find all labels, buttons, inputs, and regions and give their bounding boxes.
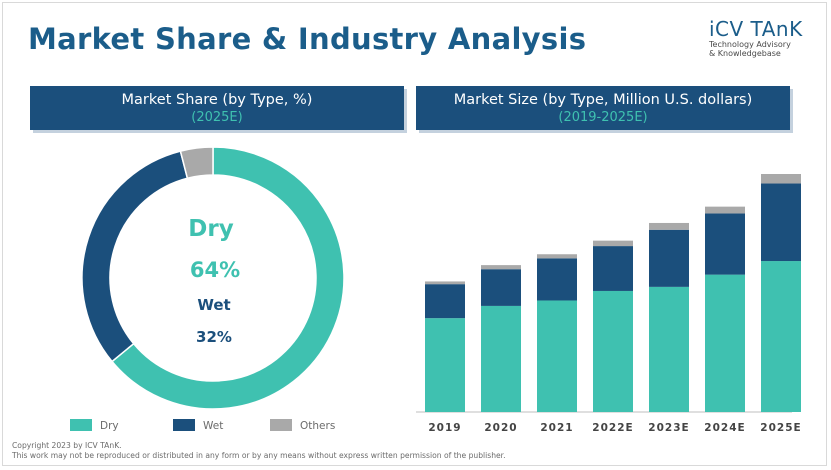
disclaimer-line: This work may not be reproduced or distr… [12, 451, 506, 460]
logo-name: iCV TAnK [709, 17, 803, 41]
x-tick-2021: 2021 [540, 422, 573, 434]
bar-chart: 2019 2020 2021 2022E 2023E 2024E 2025E [425, 174, 801, 434]
bar-wet-2020 [481, 269, 521, 306]
bar-wet-2019 [425, 284, 465, 319]
donut-center-labels: Dry 64% Wet 32% [188, 216, 240, 346]
legend-swatch-wet [173, 419, 195, 431]
chart-legend: Dry Wet Others [70, 419, 335, 432]
market-share-subheading: (2025E) [191, 110, 243, 125]
legend-label-wet: Wet [203, 420, 223, 432]
bar-others-2020 [481, 265, 521, 270]
bar-wet-2023e [649, 229, 689, 287]
bar-dry-2023e [649, 286, 689, 412]
copyright-line: Copyright 2023 by ICV TAnK. [12, 441, 122, 450]
donut-value-dry: 64% [190, 258, 240, 282]
x-tick-2019: 2019 [428, 422, 461, 434]
market-share-header: Market Share (by Type, %) (2025E) [30, 86, 404, 130]
legend-swatch-others [270, 419, 292, 431]
bar-dry-2025e [761, 261, 801, 412]
x-tick-2025e: 2025E [760, 422, 801, 434]
bar-others-2024e [705, 206, 745, 214]
donut-label-dry: Dry [188, 216, 233, 242]
legend-label-dry: Dry [100, 420, 119, 432]
x-tick-2024e: 2024E [704, 422, 745, 434]
bar-others-2025e [761, 174, 801, 184]
bar-others-2021 [537, 254, 577, 259]
bar-others-2022e [593, 240, 633, 247]
x-tick-2023e: 2023E [648, 422, 689, 434]
donut-chart [81, 146, 345, 410]
bar-wet-2025e [761, 183, 801, 262]
market-share-heading: Market Share (by Type, %) [121, 92, 313, 108]
copyright-footer: Copyright 2023 by ICV TAnK. This work ma… [12, 441, 506, 461]
donut-slice-wet [81, 150, 189, 363]
page-title: Market Share & Industry Analysis [28, 22, 587, 56]
bar-dry-2021 [537, 300, 577, 412]
x-tick-2022e: 2022E [592, 422, 633, 434]
logo-tagline: Technology Advisory & Knowledgebase [709, 40, 791, 58]
bar-dry-2022e [593, 290, 633, 412]
bar-dry-2024e [705, 274, 745, 412]
market-size-heading: Market Size (by Type, Million U.S. dolla… [453, 92, 753, 108]
donut-slice-dry [111, 146, 345, 410]
donut-label-wet: Wet [197, 296, 230, 314]
bar-wet-2021 [537, 258, 577, 301]
donut-slice-others [179, 146, 214, 180]
bar-wet-2024e [705, 213, 745, 275]
bar-others-2023e [649, 222, 689, 230]
bar-dry-2020 [481, 305, 521, 412]
legend-label-others: Others [300, 420, 335, 432]
market-size-subheading: (2019-2025E) [558, 110, 648, 125]
bar-wet-2022e [593, 246, 633, 291]
x-tick-2020: 2020 [484, 422, 517, 434]
donut-value-wet: 32% [196, 328, 232, 346]
bar-others-2019 [425, 281, 465, 285]
market-size-header: Market Size (by Type, Million U.S. dolla… [416, 86, 790, 130]
bar-dry-2019 [425, 318, 465, 412]
legend-swatch-dry [70, 419, 92, 431]
brand-logo: iCV TAnK Technology Advisory & Knowledge… [709, 18, 819, 58]
